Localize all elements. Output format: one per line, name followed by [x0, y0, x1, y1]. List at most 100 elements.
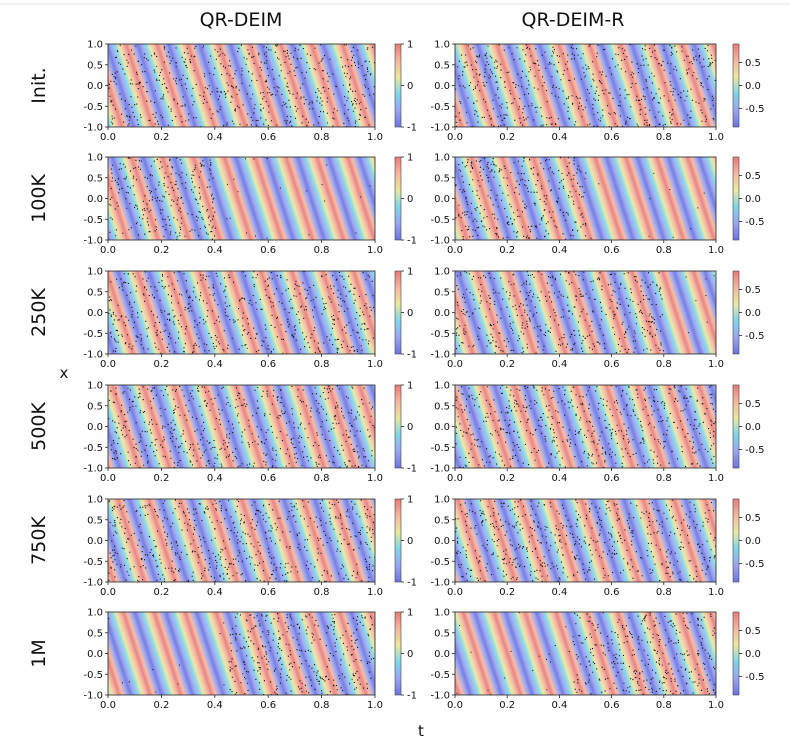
y-tick-label: -0.5: [83, 557, 103, 568]
colorbar-tick-label: -1: [407, 691, 417, 702]
x-tick-label: 0.6: [604, 245, 620, 256]
y-tick-label: 1.0: [434, 267, 450, 278]
x-tick-label: 0.0: [447, 359, 463, 370]
colorbar-tick-label: 0.5: [745, 58, 761, 69]
heatmap-field: [108, 271, 375, 354]
y-tick-label: 1.0: [434, 40, 450, 51]
colorbar-tick-label: 0.0: [745, 649, 761, 660]
x-tick-label: 0.2: [153, 245, 169, 256]
colorbar-tick-label: -1: [407, 578, 417, 589]
x-tick-label: 0.6: [604, 132, 620, 143]
colorbar-tick-label: 0: [407, 194, 413, 205]
colorbar-tick-label: 0.0: [745, 308, 761, 319]
y-tick-label: 1.0: [87, 153, 103, 164]
row-title: Init.: [28, 67, 50, 103]
y-tick-label: 0.5: [434, 515, 450, 526]
x-tick-label: 1.0: [708, 587, 724, 598]
colorbar-tick-label: 0.0: [745, 422, 761, 433]
y-tick-label: 0.0: [434, 422, 450, 433]
colorbar: [394, 270, 402, 355]
y-tick-label: 0.0: [434, 81, 450, 92]
y-tick-label: 1.0: [434, 495, 450, 506]
x-tick-label: 0.2: [153, 700, 169, 711]
x-tick-label: 0.4: [551, 700, 567, 711]
x-tick-label: 0.0: [100, 587, 116, 598]
collocation-points: [108, 44, 375, 127]
y-tick-label: 0.0: [434, 536, 450, 547]
panel-750k-qr-deim: 1.00.50.0-0.5-1.00.0 0.2 0.4 0.6 0.8 1.010-1: [83, 495, 417, 599]
colorbar-tick-label: 0.0: [745, 194, 761, 205]
x-tick-label: 0.6: [604, 473, 620, 484]
colorbar-tick-label: 1: [407, 153, 413, 164]
y-tick-label: -0.5: [430, 329, 450, 340]
x-tick-label: 0.2: [499, 700, 515, 711]
colorbar-tick-label: 0.5: [745, 399, 761, 410]
colorbar-tick-label: 1: [407, 267, 413, 278]
panel-750k-qr-deim-r: 1.00.50.0-0.5-1.00.0 0.2 0.4 0.6 0.8 1.00.50.…: [430, 495, 764, 599]
x-tick-label: 0.4: [207, 359, 223, 370]
y-tick-label: -1.0: [83, 464, 103, 475]
x-tick-label: 0.0: [447, 700, 463, 711]
column-title-qr-deim: QR-DEIM: [200, 9, 283, 31]
x-tick-label: 0.6: [260, 132, 276, 143]
x-tick-label: 0.0: [100, 700, 116, 711]
y-tick-label: -1.0: [430, 464, 450, 475]
x-axis-label: t: [418, 722, 424, 740]
collocation-points: [455, 271, 715, 354]
x-tick-label: 0.0: [100, 473, 116, 484]
colorbar-tick-label: -0.5: [745, 331, 765, 342]
panel-250k-qr-deim: 1.00.50.0-0.5-1.00.0 0.2 0.4 0.6 0.8 1.010-1: [83, 267, 417, 371]
colorbar: [732, 498, 740, 583]
colorbar-tick-label: 0.5: [745, 171, 761, 182]
x-tick-label: 0.8: [656, 132, 672, 143]
y-tick-label: -0.5: [83, 329, 103, 340]
colorbar: [732, 384, 740, 469]
colorbar-tick-label: 0: [407, 81, 413, 92]
y-tick-label: 1.0: [87, 495, 103, 506]
x-tick-label: 0.0: [100, 132, 116, 143]
y-tick-label: 0.0: [87, 194, 103, 205]
colorbar-tick-label: 0: [407, 308, 413, 319]
y-tick-label: -0.5: [430, 215, 450, 226]
y-tick-label: -1.0: [83, 123, 103, 134]
points-path: [455, 271, 715, 354]
y-tick-label: 0.5: [434, 628, 450, 639]
panel-250k-qr-deim-r: 1.00.50.0-0.5-1.00.0 0.2 0.4 0.6 0.8 1.00.50.…: [430, 267, 764, 371]
y-tick-label: -1.0: [83, 350, 103, 361]
panel-init-qr-deim: 1.00.50.0-0.5-1.00.0 0.2 0.4 0.6 0.8 1.010-1: [83, 40, 417, 144]
y-tick-label: 0.5: [434, 401, 450, 412]
panel-grid: 1.00.50.0-0.5-1.00.0 0.2 0.4 0.6 0.8 1.010-11…: [28, 40, 765, 712]
column-title-qr-deim-r: QR-DEIM-R: [522, 9, 625, 31]
colorbar-tick-label: 1: [407, 381, 413, 392]
panel-500k-qr-deim: 1.00.50.0-0.5-1.00.0 0.2 0.4 0.6 0.8 1.010-1: [83, 381, 417, 485]
row-title: 500K: [28, 402, 50, 451]
colorbar-tick-label: 1: [407, 608, 413, 619]
y-tick-label: 0.5: [434, 173, 450, 184]
x-tick-label: 0.0: [100, 245, 116, 256]
y-tick-label: 1.0: [87, 40, 103, 51]
y-tick-label: 0.0: [87, 422, 103, 433]
x-tick-label: 1.0: [708, 700, 724, 711]
colorbar: [394, 43, 402, 128]
heatmap-field: [455, 385, 716, 468]
colorbar-tick-label: -0.5: [745, 445, 765, 456]
colorbar: [394, 611, 402, 696]
heatmap-field: [108, 44, 375, 127]
x-tick-label: 0.4: [551, 132, 567, 143]
x-tick-label: 0.2: [153, 132, 169, 143]
x-tick-label: 0.8: [314, 245, 330, 256]
heatmap-field: [108, 157, 375, 240]
y-tick-label: -0.5: [430, 443, 450, 454]
y-tick-label: -0.5: [430, 557, 450, 568]
y-tick-label: 0.0: [87, 308, 103, 319]
x-tick-label: 1.0: [367, 473, 383, 484]
y-tick-label: 1.0: [87, 267, 103, 278]
x-tick-label: 0.0: [447, 587, 463, 598]
colorbar-tick-label: 0: [407, 536, 413, 547]
heatmap-field: [108, 385, 375, 468]
panel-500k-qr-deim-r: 1.00.50.0-0.5-1.00.0 0.2 0.4 0.6 0.8 1.00.50.…: [430, 381, 764, 485]
y-tick-label: -1.0: [430, 691, 450, 702]
x-tick-label: 0.8: [656, 700, 672, 711]
panel-init-qr-deim-r: 1.00.50.0-0.5-1.00.0 0.2 0.4 0.6 0.8 1.00.50.…: [430, 40, 764, 144]
y-tick-label: -0.5: [83, 102, 103, 113]
